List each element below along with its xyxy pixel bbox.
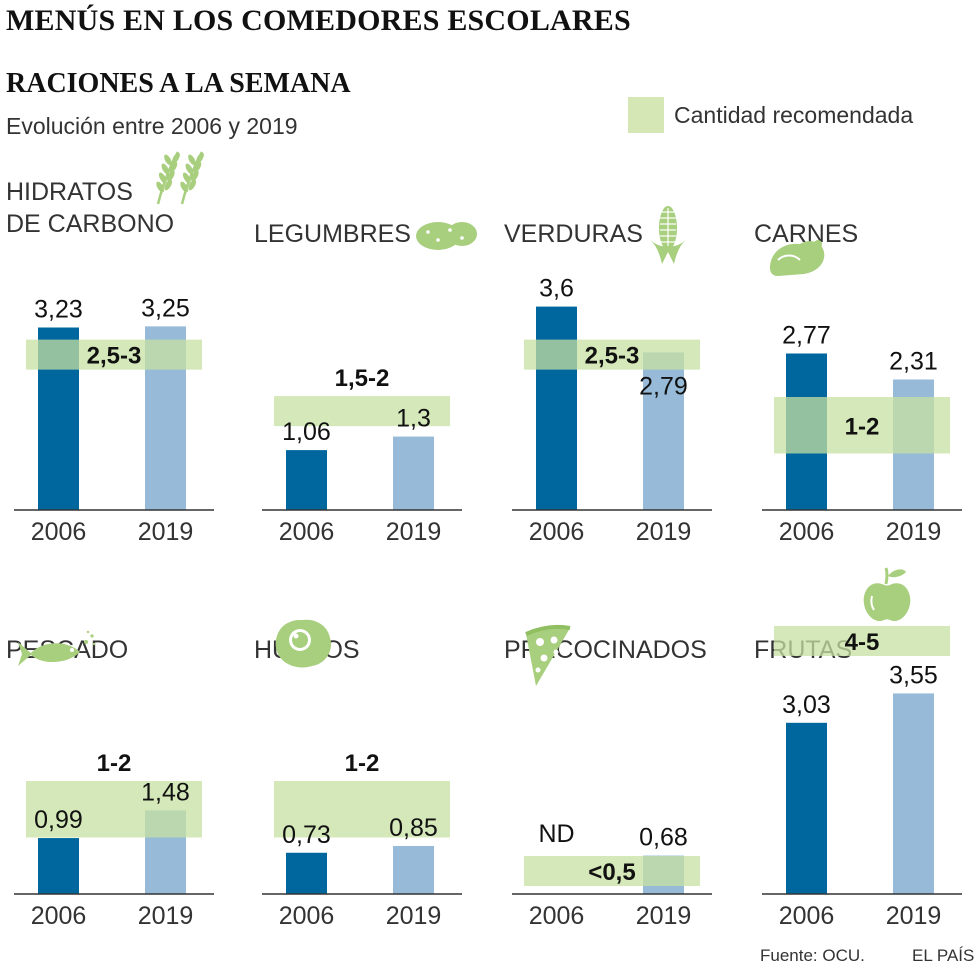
recommended-label: 2,5-3 [585, 343, 640, 370]
recommended-band [26, 339, 202, 370]
recommended-label: 1-2 [97, 750, 132, 777]
value-label: 3,6 [539, 275, 574, 303]
recommended-band [524, 339, 700, 370]
value-label: 1,06 [282, 418, 331, 446]
bar-2006 [38, 838, 79, 894]
value-label: 3,25 [141, 294, 190, 322]
legend-label: Cantidad recomendada [674, 101, 914, 128]
tick-label: 2019 [886, 518, 942, 546]
wheat-icon [156, 151, 204, 205]
value-label: 2,79 [639, 372, 688, 400]
tick-label: 2019 [636, 902, 692, 930]
recommended-label: <0,5 [588, 859, 635, 886]
tick-label: 2019 [386, 902, 442, 930]
panel-title: HIDRATOS [6, 178, 133, 206]
egg-icon [275, 619, 332, 668]
panel-title: DE CARBONO [6, 210, 174, 238]
value-label: 0,73 [282, 821, 331, 849]
legend-swatch [628, 97, 664, 133]
bar-2006 [286, 450, 327, 510]
tick-label: 2019 [386, 518, 442, 546]
brand-credit: EL PAÍS [912, 946, 975, 965]
tick-label: 2019 [886, 902, 942, 930]
recommended-label: 4-5 [845, 629, 880, 656]
recommended-label: 1-2 [345, 750, 380, 777]
chart-title: MENÚS EN LOS COMEDORES ESCOLARES [6, 4, 631, 37]
value-label: 2,31 [889, 347, 938, 375]
tick-label: 2006 [31, 518, 87, 546]
value-label: 0,85 [389, 814, 438, 842]
recommended-band [774, 397, 950, 454]
bar-2006 [536, 306, 577, 510]
tick-label: 2019 [636, 518, 692, 546]
chart-verduras: VERDURAS 2,5-3 3,6 2,79 2006 2019 [504, 206, 712, 546]
recommended-label: 1-2 [845, 413, 880, 440]
chart-subtitle: RACIONES A LA SEMANA [6, 68, 351, 99]
value-label: 3,23 [34, 296, 83, 324]
chart-description: Evolución entre 2006 y 2019 [6, 113, 298, 139]
value-label: 0,99 [34, 806, 83, 834]
tick-label: 2006 [779, 902, 835, 930]
tick-label: 2006 [31, 902, 87, 930]
tick-label: 2019 [138, 518, 194, 546]
panel-title: LEGUMBRES [254, 220, 411, 248]
chart-legumbres: LEGUMBRES 1,5-21,06 1,3 2006 2019 [254, 220, 477, 546]
recommended-band [774, 626, 950, 656]
legumes-icon [416, 222, 477, 250]
bar-2019 [393, 436, 434, 510]
chicken-icon [770, 240, 825, 276]
legend: Cantidad recomendada [628, 97, 913, 133]
corn-icon [650, 206, 686, 264]
panel-title: VERDURAS [504, 220, 643, 248]
recommended-band [274, 396, 450, 427]
recommended-band [274, 781, 450, 838]
source-note: Fuente: OCU. [760, 946, 865, 965]
value-label: 2,77 [782, 321, 831, 349]
recommended-band [524, 856, 700, 886]
value-label: ND [538, 820, 574, 848]
value-label: 0,68 [639, 824, 688, 852]
tick-label: 2019 [138, 902, 194, 930]
bar-2019 [893, 693, 934, 894]
value-label: 3,03 [782, 691, 831, 719]
bar-2006 [786, 722, 827, 894]
bar-2019 [643, 352, 684, 510]
tick-label: 2006 [529, 902, 585, 930]
tick-label: 2006 [529, 518, 585, 546]
value-label: 1,48 [141, 778, 190, 806]
fish-icon [18, 630, 96, 666]
tick-label: 2006 [279, 902, 335, 930]
apple-icon [863, 567, 911, 622]
tick-label: 2006 [279, 518, 335, 546]
value-label: 3,55 [889, 661, 938, 689]
bar-2006 [286, 852, 327, 894]
chart-hidratos-de-carbono: HIDRATOS DE CARBONO 2,5-33,23 3,25 2006 2019 [6, 151, 214, 546]
bar-2019 [393, 845, 434, 894]
value-label: 1,3 [396, 405, 431, 433]
recommended-label: 1,5-2 [335, 365, 390, 392]
tick-label: 2006 [779, 518, 835, 546]
pizza-icon [525, 624, 571, 686]
recommended-band [26, 781, 202, 838]
recommended-label: 2,5-3 [87, 343, 142, 370]
